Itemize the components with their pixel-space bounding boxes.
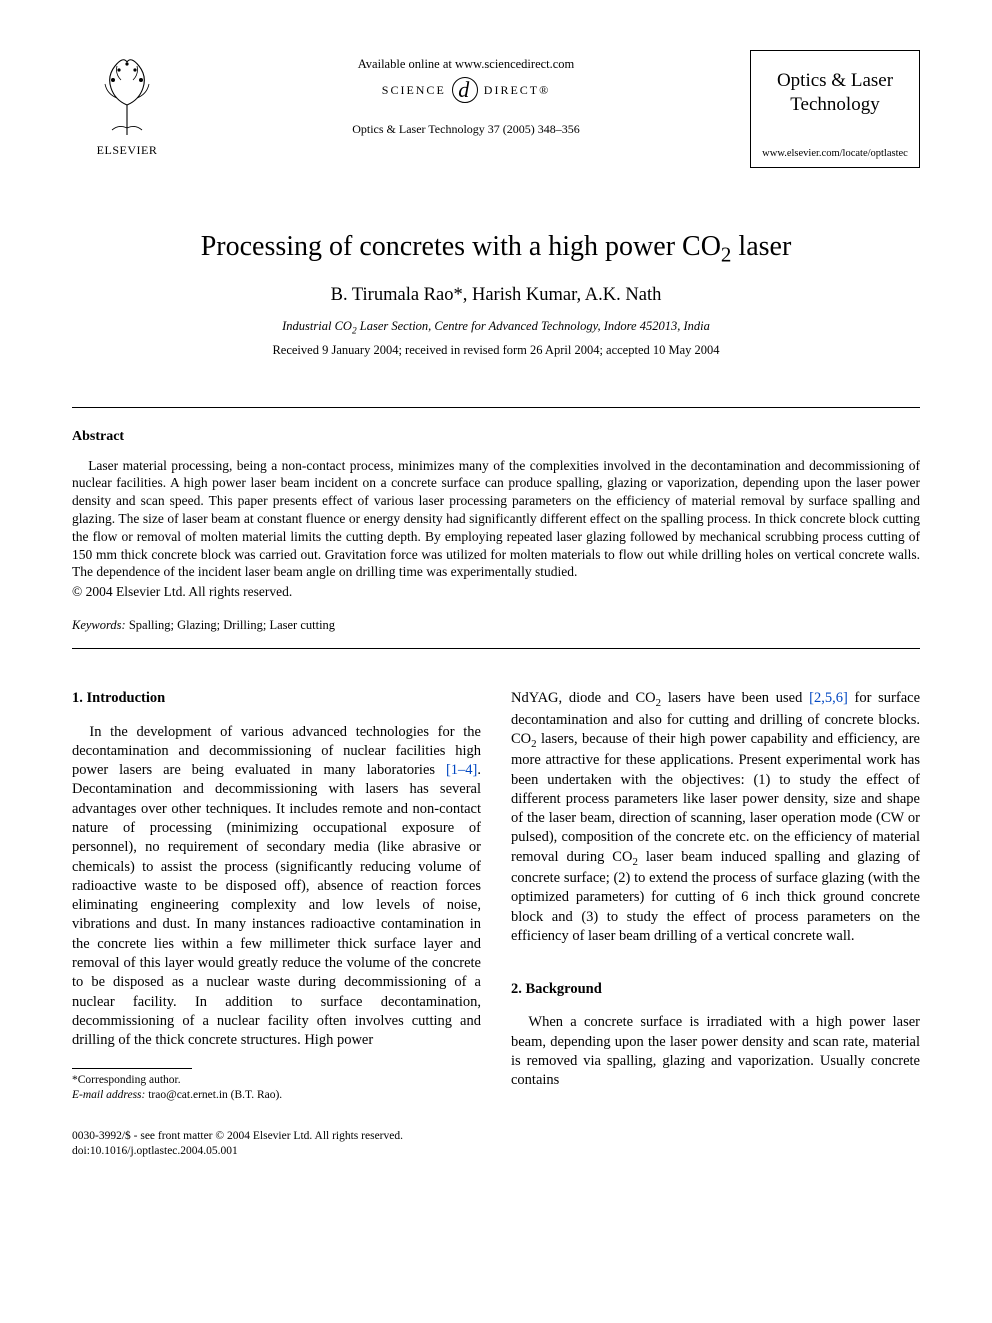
abstract-block: Abstract Laser material processing, bein… [72,428,920,602]
title-sub: 2 [721,242,732,266]
column-left: 1. Introduction In the development of va… [72,689,481,1159]
article-title: Processing of concretes with a high powe… [72,228,920,269]
journal-name: Optics & Laser Technology [761,69,909,117]
affiliation-line: Industrial CO2 Laser Section, Centre for… [72,318,920,338]
available-online-text: Available online at www.sciencedirect.co… [358,56,575,73]
sd-right-text: DIRECT® [484,82,550,98]
sciencedirect-logo: SCIENCE d DIRECT® [382,77,550,103]
c2-d: lasers, because of their high power capa… [511,731,920,865]
ref-link-1-4[interactable]: [1–4] [446,762,477,778]
body-columns: 1. Introduction In the development of va… [72,689,920,1159]
doi-line: doi:10.1016/j.optlastec.2004.05.001 [72,1144,481,1159]
authors-line: B. Tirumala Rao*, Harish Kumar, A.K. Nat… [72,283,920,308]
journal-name-line1: Optics & Laser [777,70,893,91]
intro-heading: 1. Introduction [72,689,481,708]
keywords-line: Keywords: Spalling; Glazing; Drilling; L… [72,617,920,634]
email-value: trao@cat.ernet.in (B.T. Rao). [145,1089,282,1101]
intro-text-a: In the development of various advanced t… [72,724,481,779]
intro-continued: NdYAG, diode and CO2 lasers have been us… [511,689,920,946]
keywords-label: Keywords: [72,618,126,632]
elsevier-tree-icon [87,50,167,140]
affil-post: Laser Section, Centre for Advanced Techn… [357,319,710,333]
title-pre: Processing of concretes with a high powe… [201,231,721,262]
footnote-rule [72,1068,192,1069]
citation-line: Optics & Laser Technology 37 (2005) 348–… [352,121,580,137]
journal-url: www.elsevier.com/locate/optlastec [761,147,909,161]
background-paragraph: When a concrete surface is irradiated wi… [511,1013,920,1090]
sd-left-text: SCIENCE [382,82,446,98]
intro-text-b: . Decontamination and decommissioning wi… [72,762,481,1048]
column-right: NdYAG, diode and CO2 lasers have been us… [511,689,920,1159]
journal-name-line2: Technology [790,94,879,115]
abstract-text: Laser material processing, being a non-c… [72,457,920,582]
publisher-logo-block: ELSEVIER [72,50,182,158]
header-row: ELSEVIER Available online at www.science… [72,50,920,168]
ref-link-2-5-6[interactable]: [2,5,6] [809,690,848,706]
publisher-label: ELSEVIER [97,142,158,158]
rule-bottom [72,648,920,649]
front-matter-meta: 0030-3992/$ - see front matter © 2004 El… [72,1129,481,1159]
email-label: E-mail address: [72,1089,145,1101]
history-dates: Received 9 January 2004; received in rev… [72,342,920,359]
abstract-copyright: © 2004 Elsevier Ltd. All rights reserved… [72,583,920,601]
title-post: laser [731,231,791,262]
page-root: ELSEVIER Available online at www.science… [0,0,992,1199]
center-header: Available online at www.sciencedirect.co… [182,50,750,137]
sd-d-icon: d [452,77,478,103]
intro-paragraph: In the development of various advanced t… [72,723,481,1051]
corresponding-author-note: *Corresponding author. [72,1073,481,1088]
affil-pre: Industrial CO [282,319,352,333]
c2-a: NdYAG, diode and CO [511,690,656,706]
rule-top [72,407,920,408]
background-heading: 2. Background [511,980,920,999]
keywords-text: Spalling; Glazing; Drilling; Laser cutti… [126,618,335,632]
abstract-heading: Abstract [72,428,920,447]
issn-line: 0030-3992/$ - see front matter © 2004 El… [72,1129,481,1144]
email-footnote: E-mail address: trao@cat.ernet.in (B.T. … [72,1088,481,1103]
c2-b: lasers have been used [661,690,809,706]
journal-box: Optics & Laser Technology www.elsevier.c… [750,50,920,168]
